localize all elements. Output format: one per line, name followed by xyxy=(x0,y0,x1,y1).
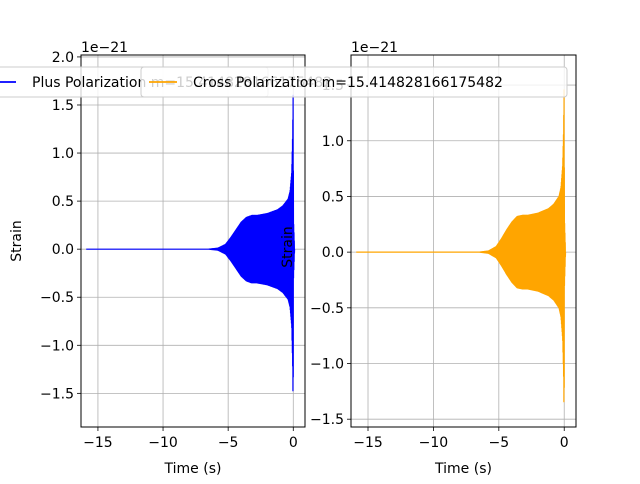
left-y-tick-label: −1.5 xyxy=(40,386,74,402)
right-legend: Cross Polarization m=15.414828166175482 xyxy=(140,66,568,98)
right-y-tick-label: −1.5 xyxy=(310,412,344,428)
right-x-tick-label: 0 xyxy=(560,435,569,451)
left-subplot: −15 −10 −5 0 −1.5 −1.0 −0.5 0.0 0.5 1.0 1.5 2.0 1e… xyxy=(9,40,306,477)
left-plus-polarization-series xyxy=(85,94,296,392)
left-x-axis-label: Time (s) xyxy=(164,461,222,477)
left-y-ticks: −1.5 −1.0 −0.5 0.0 0.5 1.0 1.5 2.0 xyxy=(40,50,81,402)
right-x-tick-label: −15 xyxy=(353,435,383,451)
left-y-axis-label: Strain xyxy=(9,220,25,261)
left-x-ticks: −15 −10 −5 0 xyxy=(83,427,298,451)
right-y-tick-label: −0.5 xyxy=(310,301,344,317)
left-y-tick-label: 2.0 xyxy=(52,50,74,66)
right-waveform-line xyxy=(355,89,567,403)
left-y-tick-label: 0.0 xyxy=(52,242,74,258)
left-y-tick-label: 1.5 xyxy=(52,98,74,114)
right-cross-polarization-series xyxy=(355,89,567,403)
left-y-tick-label: 0.5 xyxy=(52,194,74,210)
left-y-tick-label: 1.0 xyxy=(52,146,74,162)
left-y-offset-label: 1e−21 xyxy=(81,40,128,56)
right-subplot: −15−10−50 −1.5−1.0−0.50.00.51.01.5 1e−21… xyxy=(280,40,577,477)
right-legend-label: Cross Polarization m=15.414828166175482 xyxy=(193,75,503,91)
left-y-tick-label: −1.0 xyxy=(40,338,74,354)
right-x-axis-label: Time (s) xyxy=(434,461,492,477)
right-y-tick-label: 0.5 xyxy=(322,189,344,205)
left-waveform-line xyxy=(85,94,296,392)
right-x-ticks: −15 −10 −5 0 xyxy=(353,427,569,451)
right-y-axis-label: Strain xyxy=(280,226,296,267)
right-x-tick-label: −5 xyxy=(488,435,509,451)
right-y-tick-label: −1.0 xyxy=(310,357,344,373)
right-y-tick-label: 0.0 xyxy=(322,245,344,261)
right-x-tick-label: −10 xyxy=(419,435,449,451)
left-x-tick-label: −5 xyxy=(218,435,239,451)
right-y-offset-label: 1e−21 xyxy=(351,40,398,56)
left-x-tick-label: 0 xyxy=(289,435,298,451)
right-y-tick-label: 1.0 xyxy=(322,134,344,150)
right-legend-box xyxy=(140,66,568,98)
left-y-tick-label: −0.5 xyxy=(40,290,74,306)
left-x-tick-label: −15 xyxy=(83,435,113,451)
left-axes-frame xyxy=(80,54,306,428)
right-axes-frame xyxy=(350,54,577,428)
left-x-tick-label: −10 xyxy=(148,435,178,451)
